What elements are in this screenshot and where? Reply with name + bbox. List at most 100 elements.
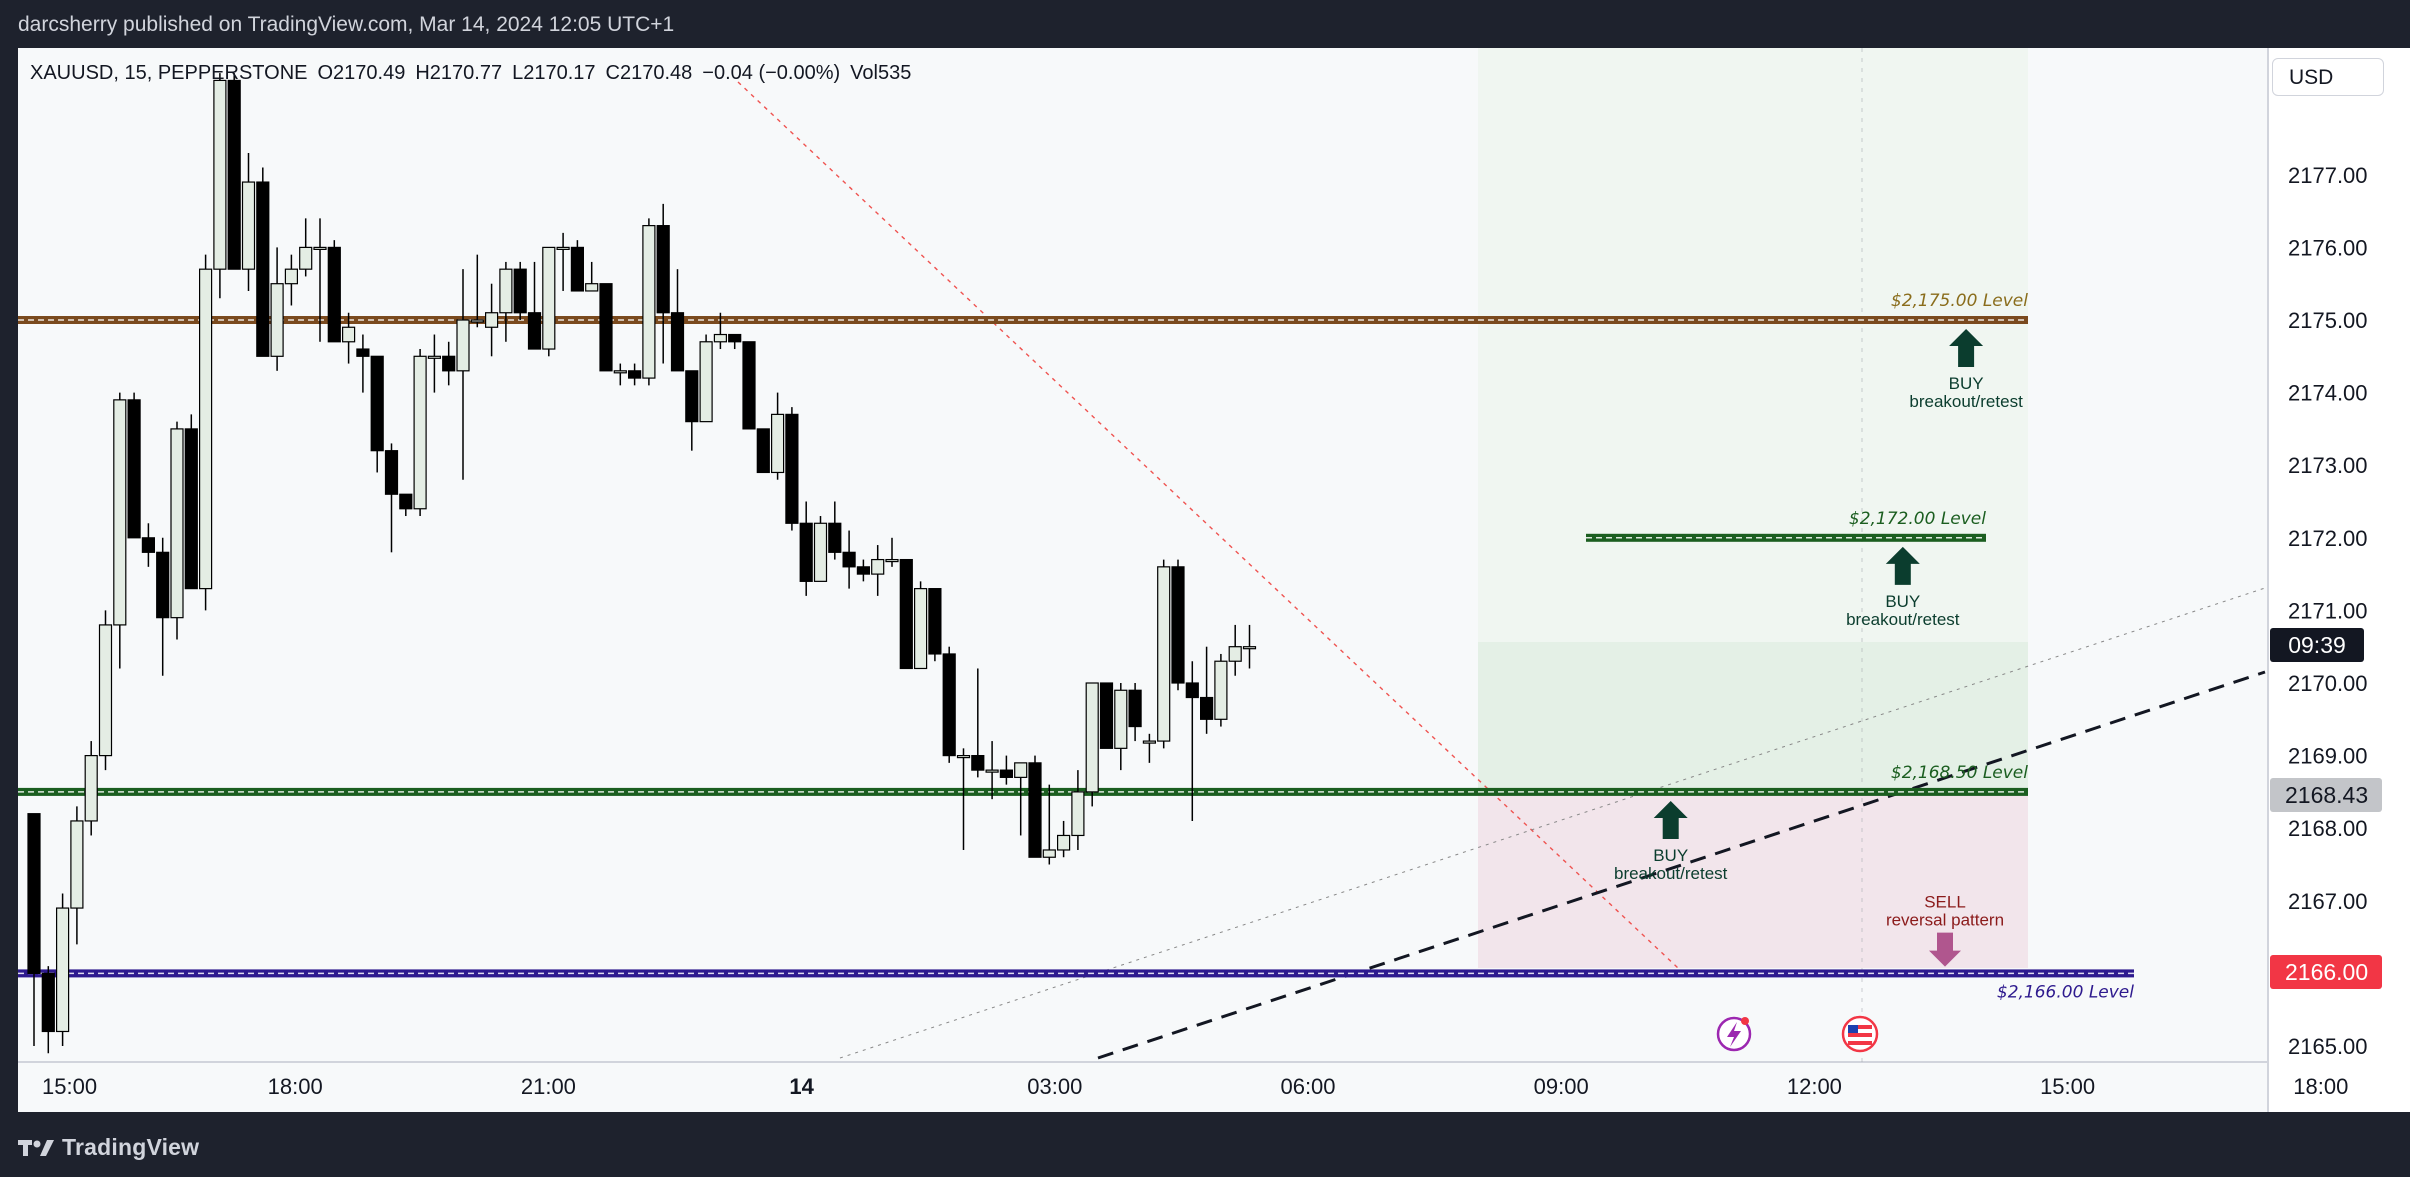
candle-bearish (685, 370, 699, 423)
us-flag-stripe (1848, 1025, 1872, 1029)
candle-bullish (1242, 646, 1257, 650)
candle-bearish (27, 813, 41, 974)
buy-label-detail: breakout/retest (1909, 392, 2023, 411)
ohlc-high: H2170.77 (415, 62, 503, 84)
candle-bearish (899, 558, 913, 670)
us-flag-stripe (1848, 1033, 1872, 1037)
candle-bullish (1071, 791, 1085, 837)
ohlc-open: O2170.49 (317, 62, 406, 84)
time-tick-label: 15:00 (2040, 1074, 2095, 1099)
candle-bearish (184, 428, 198, 590)
price-axis-background (2268, 48, 2410, 1112)
loss-zone (1478, 793, 2028, 968)
candle-bearish (1171, 566, 1185, 684)
buy-label: BUY (1885, 592, 1920, 611)
candle-bearish (156, 551, 170, 619)
published-by-label: darcsherry published on TradingView.com,… (18, 13, 675, 36)
sell-arrow-icon (1929, 932, 1961, 967)
time-tick-label: 12:00 (1787, 1074, 1842, 1099)
price-chart[interactable]: $2,175.00 Level $2,172.00 Level $2,168.50 … (0, 0, 2410, 1112)
time-tick-label: 15:00 (42, 1074, 97, 1099)
ascending-support-line (1097, 670, 2266, 1060)
lightning-bolt-icon (1727, 1022, 1741, 1047)
price-tick-label: 2170.00 (2288, 671, 2368, 696)
price-tick-label: 2168.00 (2288, 816, 2368, 841)
candle-bearish (41, 972, 55, 1033)
candle-bullish (313, 246, 327, 250)
candle-bullish (70, 820, 84, 909)
top-bar: darcsherry published on TradingView.com,… (0, 0, 2410, 48)
time-tick-label: 18:00 (268, 1074, 323, 1099)
target-price-badge (2270, 955, 2382, 989)
candle-bullish (913, 588, 928, 670)
candle-bullish (1157, 566, 1171, 742)
candle-bullish (1114, 689, 1128, 749)
candle-bullish (1214, 660, 1228, 720)
candle-bullish (470, 319, 484, 323)
candle-bullish (542, 246, 556, 350)
candle-bullish (98, 624, 113, 757)
buy-label-detail: breakout/retest (1846, 610, 1960, 629)
candle-bullish (1085, 682, 1099, 793)
candle-bullish (642, 225, 656, 379)
time-tick-label: 09:00 (1534, 1074, 1589, 1099)
candle-bearish (942, 653, 956, 757)
candle-bearish (785, 413, 799, 524)
price-tick-label: 2173.00 (2288, 453, 2368, 478)
candle-bullish (485, 312, 499, 328)
candle-bullish (813, 522, 828, 582)
profit-zone-lower (1478, 642, 2028, 793)
candle-bullish (84, 754, 98, 822)
candle-bearish (1185, 682, 1199, 699)
brand-name: TradingView (62, 1134, 200, 1160)
countdown-badge (2270, 628, 2364, 662)
candle-bearish (656, 225, 670, 314)
sell-label-detail: reversal pattern (1886, 911, 2004, 930)
candle-bullish (413, 355, 427, 510)
buy-arrow-icon (1885, 546, 1920, 585)
time-tick-label: 03:00 (1027, 1074, 1082, 1099)
candle-bullish (241, 181, 256, 270)
price-tick-label: 2177.00 (2288, 163, 2368, 188)
candle-bullish (885, 558, 899, 563)
symbol-name[interactable]: XAUUSD, 15, PEPPERSTONE (30, 62, 308, 84)
us-flag-stripe (1848, 1041, 1872, 1045)
candle-bullish (1014, 762, 1028, 778)
candle-bullish (613, 370, 627, 374)
time-tick-label: 06:00 (1280, 1074, 1335, 1099)
candle-bullish (956, 754, 971, 759)
buy-arrow-icon (1949, 329, 1984, 368)
candle-bearish (1199, 696, 1214, 720)
candle-bullish (770, 413, 785, 474)
candle-bullish (199, 268, 213, 590)
target-price-label: 2166.00 (2285, 959, 2368, 985)
candle-bearish (1128, 689, 1142, 728)
candle-bullish (1228, 646, 1242, 662)
candle-bearish (856, 566, 871, 575)
candle-bullish (585, 283, 599, 292)
candle-bullish (342, 326, 356, 343)
candle-bullish (871, 558, 885, 575)
candle-bearish (356, 348, 370, 357)
candle-bearish (599, 283, 613, 372)
candle-bullish (270, 283, 284, 357)
buy-label: BUY (1949, 374, 1984, 393)
candle-bearish (127, 399, 141, 539)
candle-bullish (1056, 834, 1071, 851)
candle-bearish (141, 537, 155, 553)
ohlc-change: −0.04 (−0.00%) (702, 62, 841, 84)
candle-bullish (55, 907, 70, 1033)
candle-bullish (1142, 740, 1157, 744)
price-tick-label: 2165.00 (2288, 1034, 2368, 1059)
candle-bullish (213, 79, 227, 270)
notification-dot-icon (1741, 1017, 1749, 1025)
candle-bullish (985, 769, 999, 773)
candle-bullish (427, 355, 441, 359)
time-tick-label: 21:00 (521, 1074, 576, 1099)
currency-button[interactable]: USD (2272, 58, 2384, 96)
tradingview-logo[interactable]: TradingView (18, 1134, 199, 1161)
tradingview-logo-icon (18, 1139, 54, 1156)
candle-bearish (928, 588, 942, 655)
last-price-label: 2168.43 (2285, 782, 2368, 808)
candle-bearish (842, 551, 856, 568)
